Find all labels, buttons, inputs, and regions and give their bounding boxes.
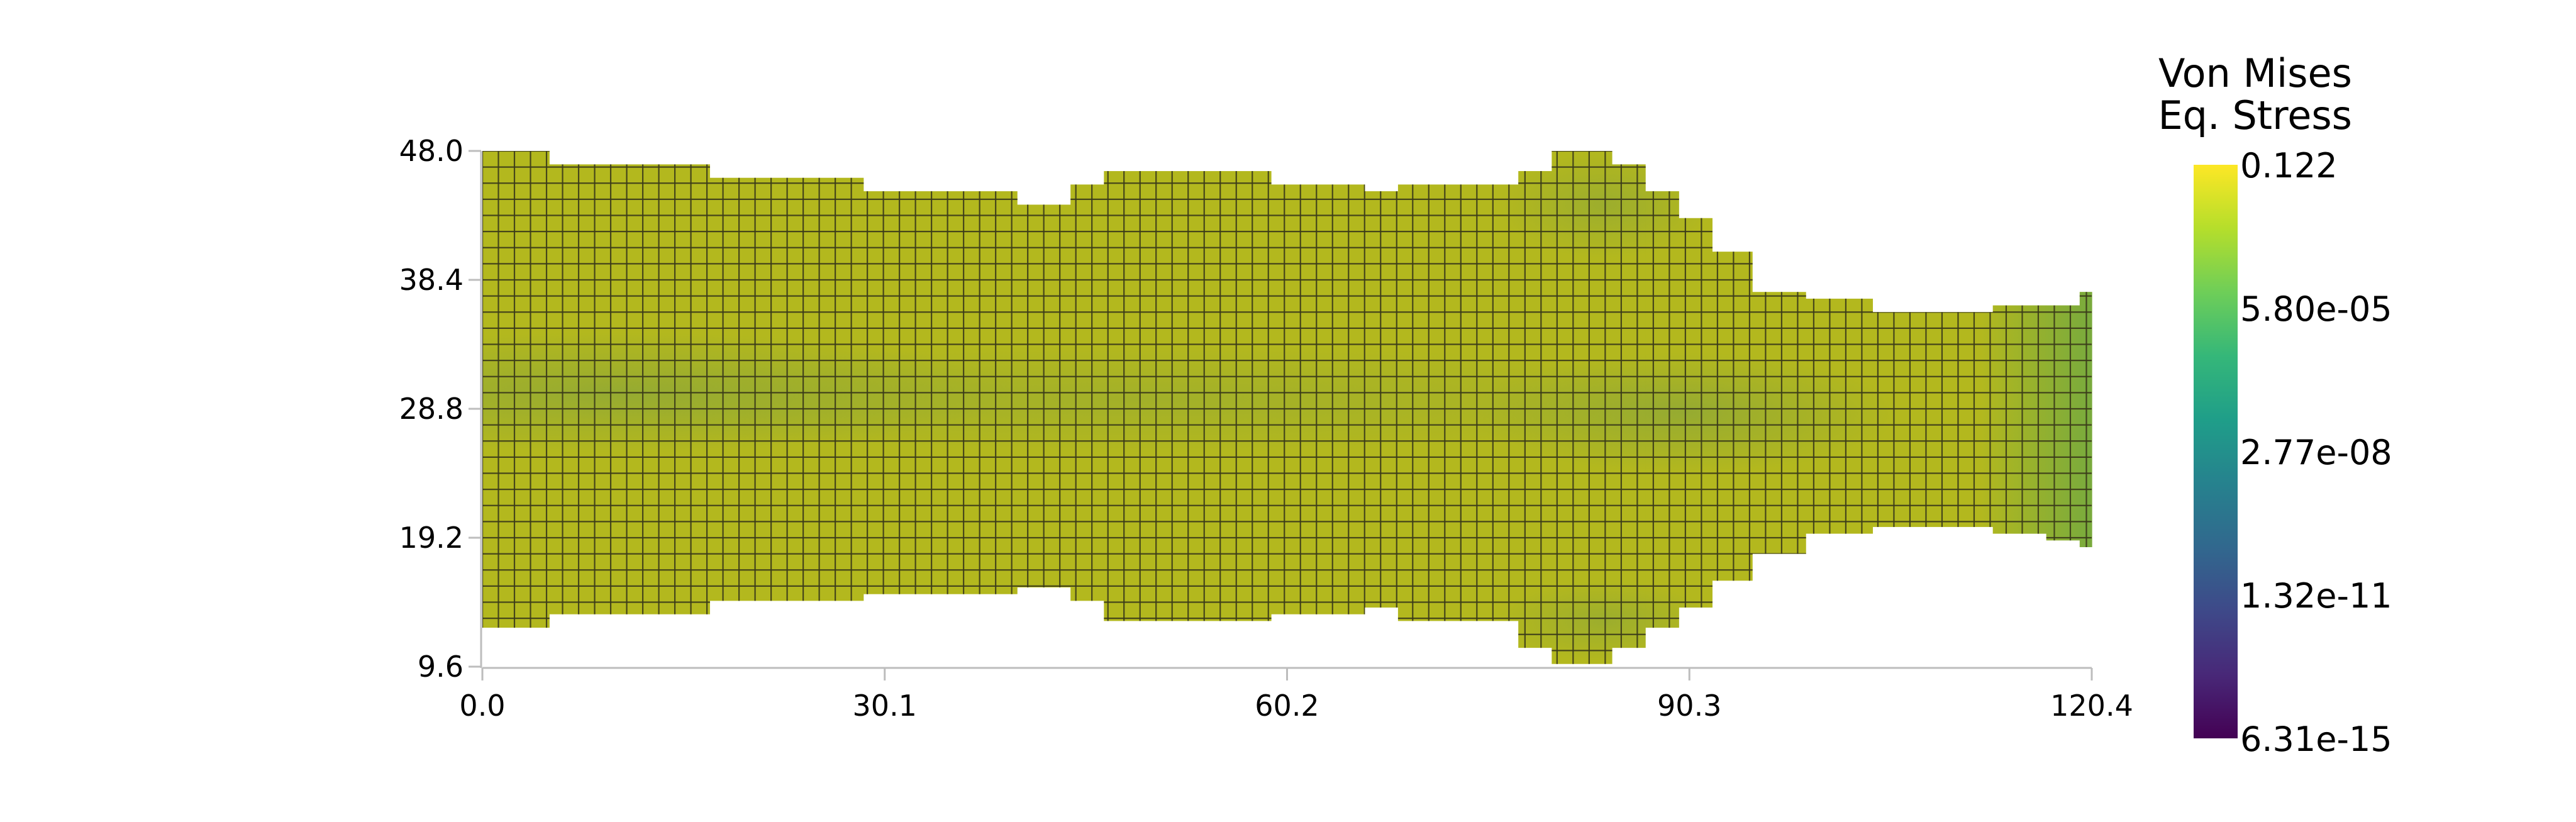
colorbar-title-line-2: Eq. Stress <box>2158 92 2353 138</box>
y-tick-label: 38.4 <box>399 263 464 297</box>
colorbar-label: 0.122 <box>2240 146 2338 186</box>
colorbar-gradient <box>2194 165 2238 738</box>
colorbar-label: 1.32e-11 <box>2240 576 2392 616</box>
y-axis-ticks: 48.0 38.4 28.8 19.2 9.6 <box>399 134 481 684</box>
x-tick-label: 120.4 <box>2050 689 2133 723</box>
mesh-layer <box>482 151 2092 664</box>
colorbar-label: 6.31e-15 <box>2240 719 2392 759</box>
y-tick-label: 48.0 <box>399 134 464 168</box>
colorbar-label: 2.77e-08 <box>2240 433 2392 472</box>
colorbar: Von Mises Eq. Stress 0.122 5.80e-05 2.77e-… <box>2158 50 2392 759</box>
band-mid <box>549 345 1753 453</box>
colorbar-title-line-1: Von Mises <box>2158 50 2352 96</box>
colorbar-labels: 0.122 5.80e-05 2.77e-08 1.32e-11 6.31e-15 <box>2240 146 2392 759</box>
colorbar-label: 5.80e-05 <box>2240 289 2392 329</box>
x-tick-label: 90.3 <box>1657 689 1721 723</box>
right-edge-shade <box>1979 285 2092 554</box>
x-tick-label: 0.0 <box>459 689 505 723</box>
x-tick-label: 30.1 <box>853 689 917 723</box>
x-axis-ticks: 0.0 30.1 60.2 90.3 120.4 <box>459 668 2133 723</box>
y-tick-label: 19.2 <box>399 521 464 555</box>
axes: 0.0 30.1 60.2 90.3 120.4 48.0 38.4 28.8 19.2 9.6 <box>399 134 2133 723</box>
y-tick-label: 9.6 <box>418 650 464 684</box>
x-tick-label: 60.2 <box>1255 689 1319 723</box>
y-tick-label: 28.8 <box>399 392 464 426</box>
